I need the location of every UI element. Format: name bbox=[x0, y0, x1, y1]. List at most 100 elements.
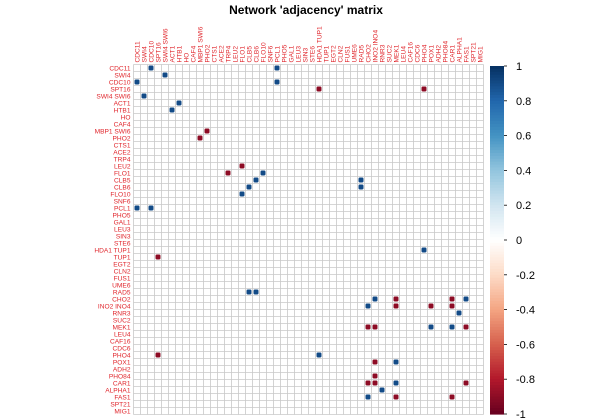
colorbar-slice bbox=[490, 208, 504, 212]
colorbar-slice bbox=[490, 405, 504, 409]
column-label: CAF16 bbox=[407, 42, 414, 63]
column-label: CLB5 bbox=[246, 46, 253, 63]
matrix-cell bbox=[148, 65, 154, 71]
matrix-cell bbox=[393, 359, 399, 365]
matrix-cell bbox=[365, 303, 371, 309]
colorbar-tick-label: 0 bbox=[516, 235, 522, 247]
colorbar-slice bbox=[490, 353, 504, 357]
row-label: LEU4 bbox=[114, 331, 131, 338]
colorbar-slice bbox=[490, 245, 504, 250]
colorbar-slice bbox=[490, 66, 504, 70]
column-label: CLB6 bbox=[253, 46, 260, 63]
row-label: CDC11 bbox=[109, 65, 130, 72]
row-label: MBP1 SWI6 bbox=[95, 128, 131, 135]
colorbar-slice bbox=[490, 379, 504, 383]
colorbar-slice bbox=[490, 402, 504, 406]
column-label: MEK1 bbox=[393, 44, 400, 62]
column-label: RNR3 bbox=[379, 44, 386, 62]
colorbar-slice bbox=[490, 376, 504, 380]
matrix-cell bbox=[372, 324, 378, 330]
colorbar-slice bbox=[490, 382, 504, 386]
row-label: CDC10 bbox=[109, 79, 131, 86]
column-label: LEU2 bbox=[232, 46, 239, 63]
colorbar-slice bbox=[490, 135, 504, 140]
row-label: MEK1 bbox=[113, 324, 131, 331]
colorbar-slice bbox=[490, 321, 504, 325]
colorbar-tick-label: -0.2 bbox=[516, 270, 535, 282]
matrix-cell bbox=[421, 247, 427, 253]
row-label: HTB1 bbox=[114, 107, 131, 114]
colorbar-slice bbox=[490, 344, 504, 348]
column-label: CDC10 bbox=[148, 41, 155, 63]
matrix-cell bbox=[428, 324, 434, 330]
matrix-cell bbox=[456, 310, 462, 316]
row-label: PHO5 bbox=[113, 212, 131, 219]
colorbar-slice bbox=[490, 170, 504, 174]
matrix-cell bbox=[246, 184, 252, 190]
matrix-cell bbox=[449, 303, 455, 309]
matrix-cell bbox=[358, 184, 364, 190]
colorbar-slice bbox=[490, 118, 504, 122]
column-label: FAS1 bbox=[463, 46, 470, 62]
colorbar-slice bbox=[490, 95, 504, 99]
colorbar-slice bbox=[490, 335, 504, 340]
row-label: INO2 INO4 bbox=[98, 303, 131, 310]
column-label: FUS1 bbox=[344, 45, 351, 62]
column-label: INO2 INO4 bbox=[372, 30, 379, 63]
matrix-cell bbox=[197, 135, 203, 141]
colorbar-slice bbox=[490, 329, 504, 334]
row-label: ALPHA1 bbox=[105, 387, 131, 394]
matrix-cell bbox=[316, 86, 322, 92]
column-label: HTB1 bbox=[176, 45, 183, 62]
colorbar-slice bbox=[490, 274, 504, 279]
colorbar-slice bbox=[490, 332, 504, 337]
colorbar-slice bbox=[490, 315, 504, 319]
column-label: SWI4 bbox=[141, 46, 148, 62]
column-label: UME6 bbox=[351, 44, 358, 63]
column-label: CDC6 bbox=[414, 44, 421, 62]
row-label: POX1 bbox=[113, 359, 131, 366]
row-label: LEU3 bbox=[114, 226, 131, 233]
column-label: FLO1 bbox=[239, 46, 246, 63]
column-label: GAL1 bbox=[288, 45, 295, 62]
matrix-cell bbox=[393, 380, 399, 386]
column-label: SPT16 bbox=[155, 42, 162, 62]
colorbar-slice bbox=[490, 126, 504, 131]
matrix-cell bbox=[372, 296, 378, 302]
column-label: MBP1 SWI6 bbox=[197, 26, 204, 62]
colorbar-slice bbox=[490, 242, 504, 247]
row-label: CHO2 bbox=[112, 296, 131, 303]
column-label: ACT1 bbox=[169, 45, 176, 62]
colorbar-slice bbox=[490, 257, 504, 261]
colorbar-tick-label: -0.4 bbox=[516, 305, 535, 317]
column-label: FLO10 bbox=[260, 42, 267, 62]
colorbar-slice bbox=[490, 106, 504, 111]
matrix-cell bbox=[155, 254, 161, 260]
colorbar-slice bbox=[490, 280, 504, 285]
row-label: FUS1 bbox=[114, 275, 131, 282]
colorbar-slice bbox=[490, 327, 504, 331]
row-label: HO bbox=[121, 114, 131, 121]
colorbar-slice bbox=[490, 92, 504, 96]
column-label: SIN3 bbox=[302, 48, 309, 63]
colorbar-slice bbox=[490, 141, 504, 145]
colorbar-slice bbox=[490, 350, 504, 354]
column-label: PHO5 bbox=[281, 44, 288, 62]
colorbar-tick-label: -0.6 bbox=[516, 339, 535, 351]
matrix-cell bbox=[274, 79, 280, 85]
column-label: PHO4 bbox=[421, 44, 428, 62]
colorbar-slice bbox=[490, 248, 504, 253]
colorbar-tick-label: -1 bbox=[516, 409, 526, 420]
matrix-cell bbox=[134, 79, 140, 85]
matrix-cell bbox=[372, 373, 378, 379]
colorbar-slice bbox=[490, 231, 504, 235]
colorbar-slice bbox=[490, 164, 504, 169]
matrix-cell bbox=[162, 72, 168, 78]
colorbar-slice bbox=[490, 292, 504, 296]
matrix-cell bbox=[148, 205, 154, 211]
colorbar-slice bbox=[490, 182, 504, 186]
row-label: STE6 bbox=[114, 240, 131, 247]
matrix-cells bbox=[134, 65, 469, 400]
colorbar-slice bbox=[490, 211, 504, 215]
colorbar-slice bbox=[490, 71, 504, 76]
